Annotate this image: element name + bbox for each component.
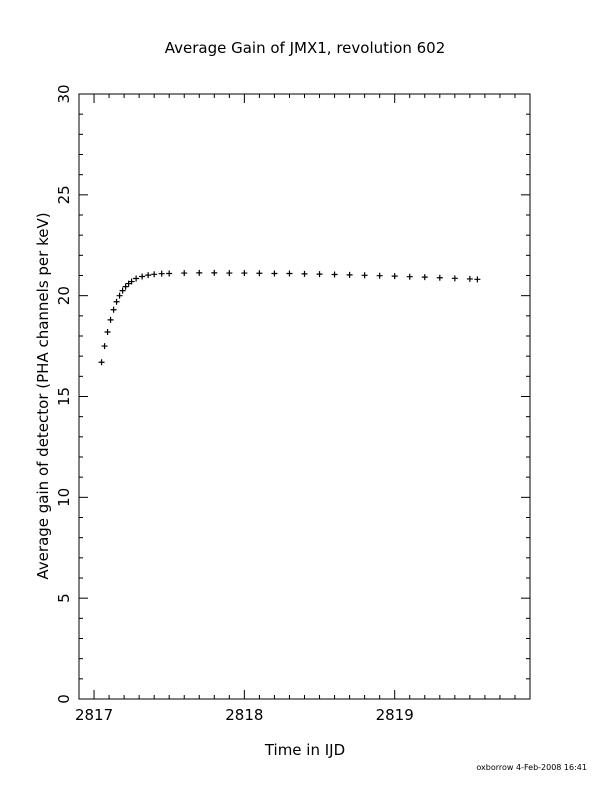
data-point bbox=[101, 343, 108, 350]
x-tick-labels: 2817 2818 2819 bbox=[75, 706, 414, 724]
data-point bbox=[436, 274, 443, 281]
data-point bbox=[98, 359, 105, 366]
data-point bbox=[346, 271, 353, 278]
y-tick-label: 30 bbox=[55, 84, 73, 103]
data-point bbox=[316, 271, 323, 278]
data-point bbox=[158, 270, 165, 277]
data-point bbox=[466, 275, 473, 282]
data-point bbox=[361, 272, 368, 279]
y-tick-label: 25 bbox=[55, 185, 73, 204]
data-point bbox=[107, 316, 114, 323]
y-tick-label: 20 bbox=[55, 286, 73, 305]
data-point bbox=[122, 283, 129, 290]
chart-title: Average Gain of JMX1, revolution 602 bbox=[165, 39, 446, 57]
data-point bbox=[113, 298, 120, 305]
y-tick-label: 5 bbox=[55, 593, 73, 603]
minor-ticks bbox=[78, 94, 531, 699]
y-axis-label: Average gain of detector (PHA channels p… bbox=[34, 212, 52, 579]
major-ticks bbox=[79, 93, 530, 700]
data-point bbox=[271, 270, 278, 277]
x-tick-label: 2819 bbox=[376, 706, 414, 724]
data-point bbox=[139, 273, 146, 280]
data-point bbox=[104, 328, 111, 335]
x-tick-label: 2818 bbox=[225, 706, 263, 724]
data-point bbox=[421, 274, 428, 281]
data-series bbox=[98, 269, 481, 366]
footer-timestamp: oxborrow 4-Feb-2008 16:41 bbox=[476, 763, 587, 772]
data-point bbox=[166, 270, 173, 277]
data-point bbox=[110, 306, 117, 313]
data-point bbox=[391, 273, 398, 280]
data-point bbox=[145, 272, 152, 279]
data-point bbox=[133, 275, 140, 282]
data-point bbox=[301, 270, 308, 277]
data-point bbox=[256, 270, 263, 277]
data-point bbox=[331, 271, 338, 278]
y-tick-label: 15 bbox=[55, 387, 73, 406]
data-point bbox=[181, 270, 188, 277]
data-point bbox=[474, 276, 481, 283]
x-tick-label: 2817 bbox=[75, 706, 113, 724]
data-point bbox=[376, 272, 383, 279]
data-point bbox=[125, 280, 132, 287]
y-tick-label: 0 bbox=[55, 694, 73, 704]
y-tick-label: 10 bbox=[55, 488, 73, 507]
data-point bbox=[241, 270, 248, 277]
data-point bbox=[196, 269, 203, 276]
data-point bbox=[211, 269, 218, 276]
data-point bbox=[128, 278, 135, 285]
data-point bbox=[286, 270, 293, 277]
data-point bbox=[151, 271, 158, 278]
data-point bbox=[451, 275, 458, 282]
plot-frame bbox=[78, 93, 531, 700]
data-point bbox=[116, 292, 123, 299]
x-axis-label: Time in IJD bbox=[264, 741, 345, 759]
data-point bbox=[119, 287, 126, 294]
data-point bbox=[406, 273, 413, 280]
data-point bbox=[226, 270, 233, 277]
y-tick-labels: 0 5 10 15 20 25 30 bbox=[55, 84, 73, 703]
